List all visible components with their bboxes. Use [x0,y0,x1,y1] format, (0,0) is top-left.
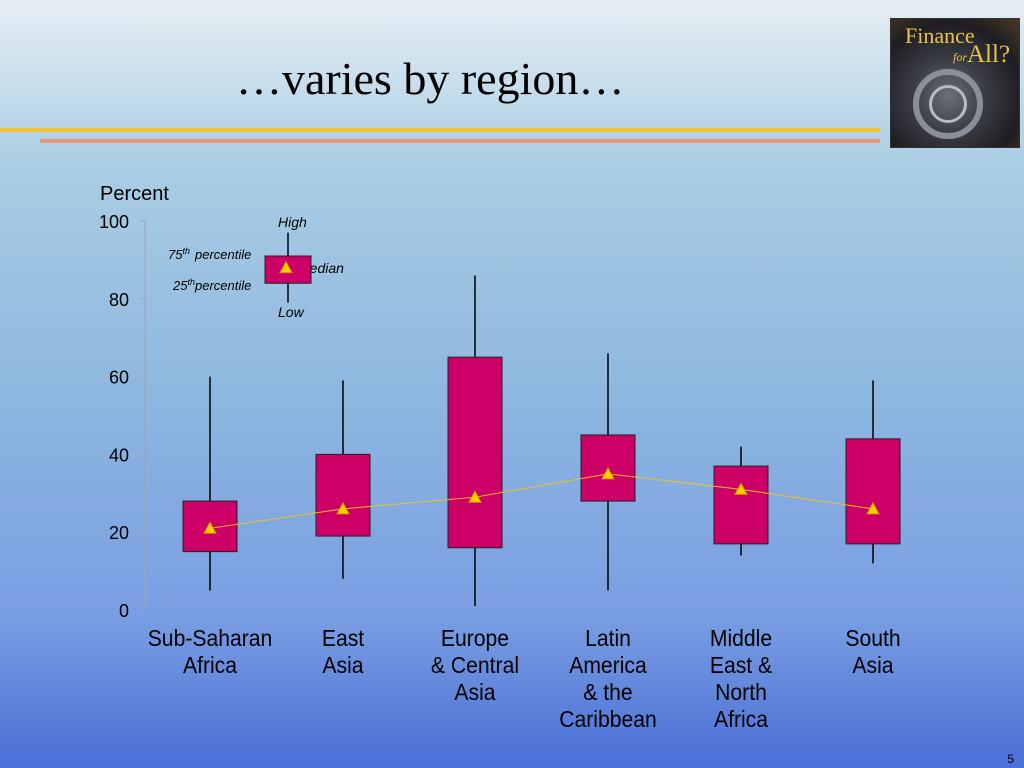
box-series [182,275,901,607]
median-trend-line [209,473,874,529]
y-tick-label: 20 [109,523,129,543]
median-line [203,466,880,534]
box-5-box [845,438,901,545]
y-tick-label: 80 [109,290,129,310]
box-4-median-marker [734,482,748,495]
box-group-1 [315,380,371,579]
legend-example-box [264,232,312,303]
y-tick-label: 60 [109,368,129,388]
box-group-0 [182,376,238,591]
logo-text-for: for [953,50,968,64]
logo-text-finance: Finance [905,23,975,48]
x-category-label: Middle East & North Africa [710,625,773,732]
box-5-median-marker [866,501,880,515]
box-2-box [447,356,503,549]
logo-text-all: All? [967,41,1011,68]
box-group-5 [845,380,901,564]
box-4-box [713,465,769,545]
y-tick-label: 100 [99,212,129,232]
legend-high-label: High [278,214,307,230]
x-category-label: Sub-Saharan Africa [148,625,273,678]
page-number: 5 [1007,752,1014,766]
legend-example: High 75th percentile Median 25thpercentil… [168,214,344,320]
title-underline-orange [40,139,880,143]
box-group-4 [713,446,769,556]
x-category-label: East Asia [322,625,364,678]
box-1-median-marker [336,501,350,515]
vault-door-icon [913,69,983,139]
y-tick-label: 0 [119,601,129,621]
finance-for-all-logo: Finance for All? [890,18,1020,148]
vault-wheel-icon [929,85,967,123]
legend-low-label: Low [278,304,305,320]
box-1-box [315,453,371,537]
slide-title: …varies by region… [236,53,625,104]
legend-75th-label: 75th percentile [168,246,251,262]
box-3-median-marker [601,466,615,480]
legend-median-marker [279,260,293,274]
y-axis: Percent 0 20 40 60 80 100 [99,183,169,621]
title-underline-yellow [0,128,880,132]
box-group-2 [447,275,503,607]
y-tick-label: 40 [109,445,129,465]
y-axis-title: Percent [100,183,169,205]
box-0-median-marker [203,521,217,534]
x-category-label: Europe & Central Asia [431,625,519,705]
x-category-label: Latin America & the Caribbean [559,625,657,732]
box-2-median-marker [468,490,482,503]
x-category-label: South Asia [845,625,900,678]
x-axis-labels: Sub-Saharan Africa East Asia Europe & Central… [148,625,901,732]
legend-25th-label: 25thpercentile [172,277,251,293]
